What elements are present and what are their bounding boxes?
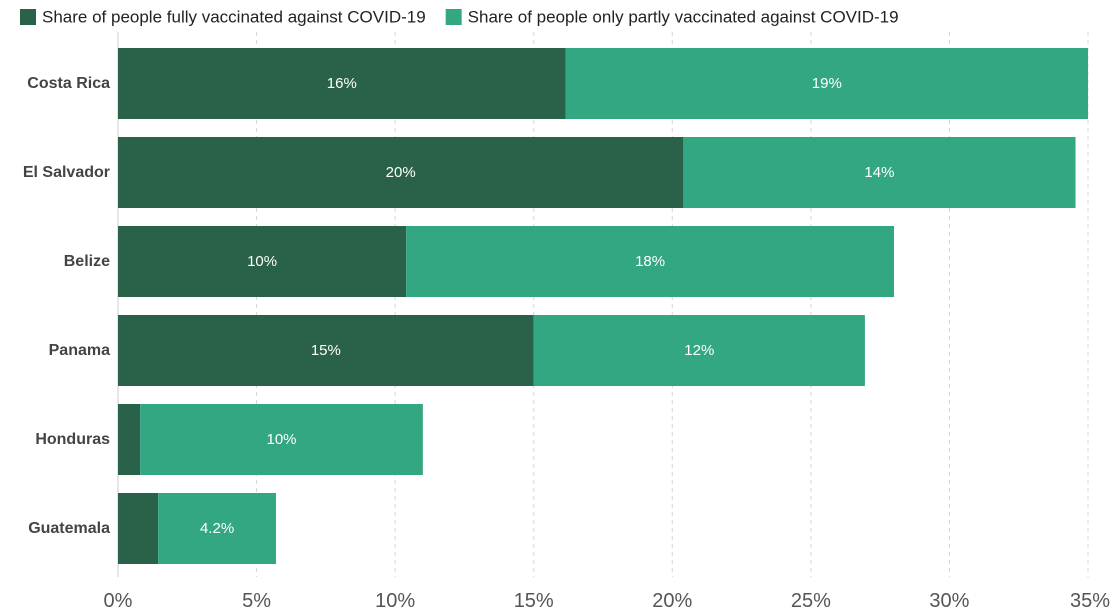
legend-swatch-2 (445, 9, 462, 25)
bar-row-panama: 15% 12% (118, 315, 865, 386)
data-label-belize-series-2: 18% (635, 253, 665, 270)
legend-label-2: Share of people only partly vaccinated a… (468, 8, 899, 27)
x-tick-label-25: 25% (791, 590, 831, 612)
x-tick-label-30: 30% (929, 590, 969, 612)
x-tick-label-0: 0% (104, 590, 133, 612)
data-label-guatemala-series-2: 4.2% (200, 520, 234, 537)
bar-belize-series-2 (406, 226, 894, 297)
bar-row-honduras: 10% (118, 404, 423, 475)
legend-label-1: Share of people fully vaccinated against… (42, 8, 426, 27)
bar-guatemala-series-2 (158, 493, 276, 564)
data-label-el-salvador-series-2: 14% (864, 164, 894, 181)
category-label-el-salvador: El Salvador (23, 164, 110, 181)
data-label-panama-series-2: 12% (684, 342, 714, 359)
bar-costa-rica-series-1 (118, 48, 566, 119)
bar-row-costa-rica: 16% 19% (118, 48, 1088, 119)
bar-honduras-series-1 (118, 404, 141, 475)
bar-panama-series-1 (118, 315, 534, 386)
x-tick-label-10: 10% (375, 590, 415, 612)
legend-item-2: Share of people only partly vaccinated a… (445, 8, 899, 27)
data-label-el-salvador-series-1: 20% (386, 164, 416, 181)
bar-row-belize: 10% 18% (118, 226, 894, 297)
bar-costa-rica-series-2 (565, 48, 1088, 119)
data-label-panama-series-1: 15% (311, 342, 341, 359)
bar-honduras-series-2 (140, 404, 423, 475)
category-label-costa-rica: Costa Rica (27, 75, 110, 92)
grid-lines (117, 32, 1089, 577)
category-label-honduras: Honduras (35, 431, 110, 448)
bar-row-guatemala: 4.2% (118, 493, 276, 564)
data-label-honduras-series-2: 10% (266, 431, 296, 448)
category-labels: Costa Rica El Salvador Belize Panama Hondura… (23, 75, 110, 537)
bars: 16% 19% 20% 14% 10% 18% 15% 12% 10% 4.2% (118, 48, 1088, 564)
category-label-panama: Panama (49, 342, 110, 359)
bar-el-salvador-series-1 (118, 137, 684, 208)
data-label-costa-rica-series-2: 19% (812, 75, 842, 92)
bar-el-salvador-series-2 (683, 137, 1076, 208)
legend-item-1: Share of people fully vaccinated against… (20, 8, 426, 27)
x-tick-label-35: 35% (1070, 590, 1110, 612)
bar-guatemala-series-1 (118, 493, 159, 564)
x-tick-label-20: 20% (652, 590, 692, 612)
x-tick-label-15: 15% (514, 590, 554, 612)
x-axis-ticks: 0% 5% 10% 15% 20% 25% 30% 35% (104, 590, 1111, 612)
x-tick-label-5: 5% (242, 590, 271, 612)
bar-panama-series-2 (533, 315, 865, 386)
category-label-belize: Belize (64, 253, 110, 270)
data-label-costa-rica-series-1: 16% (327, 75, 357, 92)
legend-swatch-1 (20, 9, 36, 25)
legend: Share of people fully vaccinated against… (20, 8, 899, 27)
category-label-guatemala: Guatemala (28, 520, 110, 537)
data-label-belize-series-1: 10% (247, 253, 277, 270)
bar-row-el-salvador: 20% 14% (118, 137, 1076, 208)
bar-belize-series-1 (118, 226, 407, 297)
